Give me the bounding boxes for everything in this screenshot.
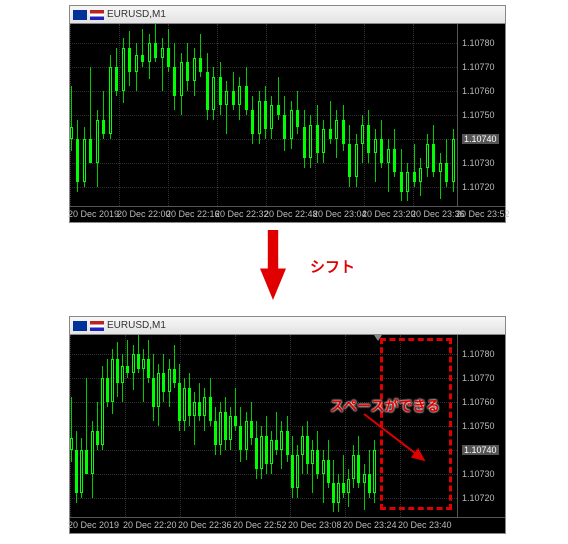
time-axis: 20 Dec 201920 Dec 22:2020 Dec 22:3620 De… — [70, 517, 505, 533]
price-tick: 1.10750 — [462, 110, 495, 120]
chart-title-bar[interactable]: EURUSD,M1 — [70, 6, 505, 24]
price-axis: 1.10780 1.10770 1.10760 1.10750 1.10740 1.107… — [457, 335, 505, 517]
price-tick: 1.10770 — [462, 373, 495, 383]
time-tick: 20 Dec 23:08 — [288, 520, 342, 530]
chart-title: EURUSD,M1 — [107, 320, 166, 331]
price-tick: 1.10780 — [462, 349, 495, 359]
time-tick: 20 Dec 23:52 — [456, 209, 510, 219]
time-tick: 20 Dec 22:32 — [215, 209, 269, 219]
time-tick: 20 Dec 22:52 — [233, 520, 287, 530]
time-tick: 20 Dec 2019 — [68, 209, 119, 219]
price-tick: 1.10740 — [462, 134, 499, 144]
time-tick: 20 Dec 2019 — [68, 520, 119, 530]
chart-title-bar[interactable]: EURUSD,M1 — [70, 317, 505, 335]
time-tick: 20 Dec 22:36 — [178, 520, 232, 530]
shift-label: シフト — [310, 256, 355, 277]
shift-arrow-icon — [260, 230, 286, 305]
price-tick: 1.10750 — [462, 421, 495, 431]
time-tick: 20 Dec 22:16 — [166, 209, 220, 219]
pointer-arrow-icon — [358, 408, 430, 466]
price-tick: 1.10730 — [462, 469, 495, 479]
price-tick: 1.10730 — [462, 158, 495, 168]
time-tick: 20 Dec 22:00 — [117, 209, 171, 219]
flag-us-icon — [90, 10, 104, 20]
time-tick: 20 Dec 23:20 — [362, 209, 416, 219]
flag-eu-icon — [73, 321, 87, 331]
time-tick: 20 Dec 23:24 — [343, 520, 397, 530]
time-tick: 20 Dec 23:40 — [398, 520, 452, 530]
price-tick: 1.10780 — [462, 38, 495, 48]
flag-eu-icon — [73, 10, 87, 20]
chart-plot-area[interactable] — [70, 24, 457, 206]
price-tick: 1.10740 — [462, 445, 499, 455]
price-tick: 1.10760 — [462, 397, 495, 407]
time-tick: 20 Dec 22:48 — [264, 209, 318, 219]
flag-us-icon — [90, 321, 104, 331]
chart-body: 1.10780 1.10770 1.10760 1.10750 1.10740 1.107… — [70, 24, 505, 206]
time-tick: 20 Dec 22:20 — [123, 520, 177, 530]
price-axis: 1.10780 1.10770 1.10760 1.10750 1.10740 1.107… — [457, 24, 505, 206]
time-axis: 20 Dec 201920 Dec 22:0020 Dec 22:1620 De… — [70, 206, 505, 222]
chart-window-top: EURUSD,M1 1.107801.107701.107601.107501.… — [69, 5, 506, 223]
price-tick: 1.10720 — [462, 493, 495, 503]
chart-title: EURUSD,M1 — [107, 9, 166, 20]
price-tick: 1.10760 — [462, 86, 495, 96]
price-tick: 1.10770 — [462, 62, 495, 72]
time-tick: 20 Dec 23:04 — [313, 209, 367, 219]
price-tick: 1.10720 — [462, 182, 495, 192]
